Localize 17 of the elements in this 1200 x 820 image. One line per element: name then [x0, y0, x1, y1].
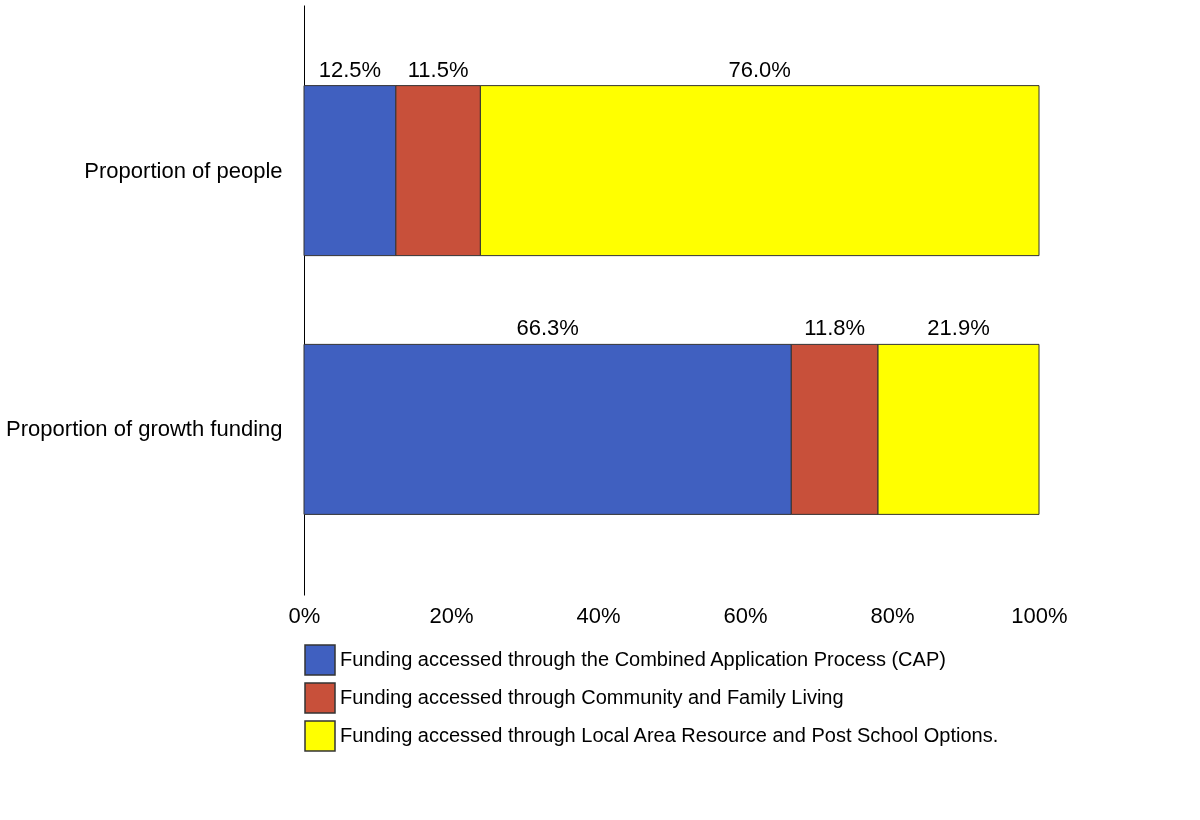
legend-label: Funding accessed through the Combined Application Process (CAP)	[340, 648, 946, 670]
x-tick-label: 0%	[288, 602, 321, 628]
legend-label: Funding accessed through Community and Family Living	[340, 686, 844, 708]
y-tick-label: Proportion of growth funding	[6, 416, 283, 442]
data-label: 11.5%	[407, 56, 469, 82]
data-label: 76.0%	[728, 56, 791, 82]
x-tick-label: 80%	[870, 602, 915, 628]
x-tick-label: 100%	[1011, 602, 1068, 628]
x-tick-label: 60%	[723, 602, 768, 628]
x-tick-label: 40%	[576, 602, 621, 628]
y-tick-label: Proportion of people	[84, 157, 283, 183]
data-label: 12.5%	[318, 56, 382, 82]
x-tick-label: 20%	[429, 602, 474, 628]
data-label: 11.8%	[804, 315, 866, 341]
data-label: 66.3%	[516, 315, 579, 341]
legend-label: Funding accessed through Local Area Resource and Post School Options.	[340, 724, 999, 746]
data-label: 21.9%	[927, 315, 990, 341]
